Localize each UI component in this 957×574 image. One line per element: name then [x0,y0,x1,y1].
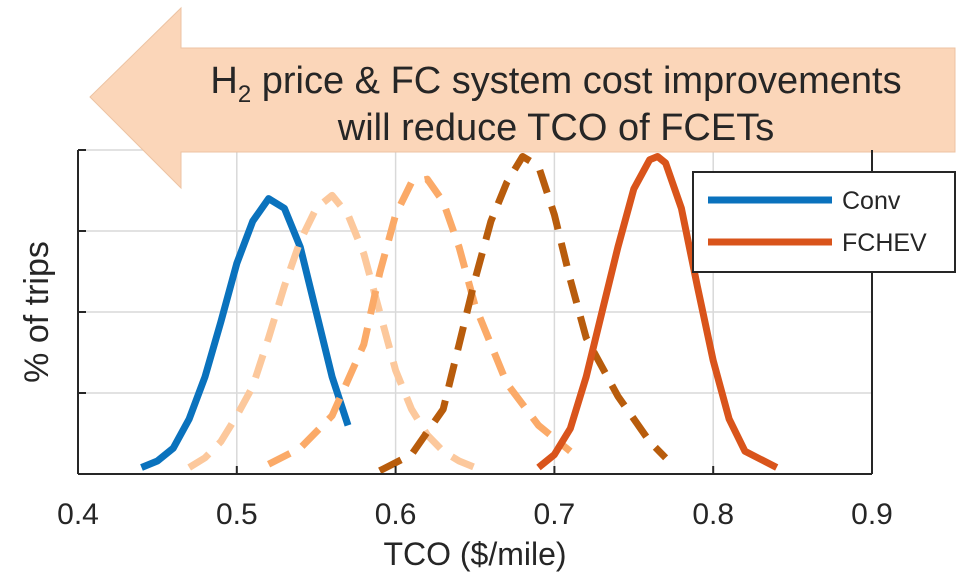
series-line-dashed-3 [378,153,669,474]
left-arrow-shape [89,6,956,190]
legend-box [692,171,956,273]
x-tick-label: 0.8 [692,498,734,531]
x-tick-label: 0.6 [375,498,417,531]
chart-text: 0.4 0.5 0.6 0.7 0.8 0.9 TCO ($/mile) % of trips [18,241,893,572]
legend-label-conv: Conv [842,187,901,215]
y-axis-label: % of trips [18,241,56,383]
x-tick-label: 0.9 [851,498,893,531]
annotation-subscript: 2 [238,81,251,108]
annotation-rest: price & FC system cost improvements [251,60,901,102]
annotation-line-1: H2 price & FC system cost improvements [210,60,901,108]
series-line-dashed-2 [267,175,573,468]
series-line-fchev [536,153,779,471]
x-tick-label: 0.5 [216,498,258,531]
x-tick-label: 0.4 [57,498,99,531]
series-line-conv [140,195,352,471]
annotation-arrow: H2 price & FC system cost improvementswi… [89,6,956,190]
x-tick-label: 0.7 [534,498,576,531]
annotation-line-2: will reduce TCO of FCETs [337,107,774,149]
annotation-h: H [210,60,237,102]
x-axis-label: TCO ($/mile) [383,536,566,572]
series-layer [140,153,779,474]
legend-label-fchev: FCHEV [842,229,927,257]
legend: Conv FCHEV [692,171,956,273]
